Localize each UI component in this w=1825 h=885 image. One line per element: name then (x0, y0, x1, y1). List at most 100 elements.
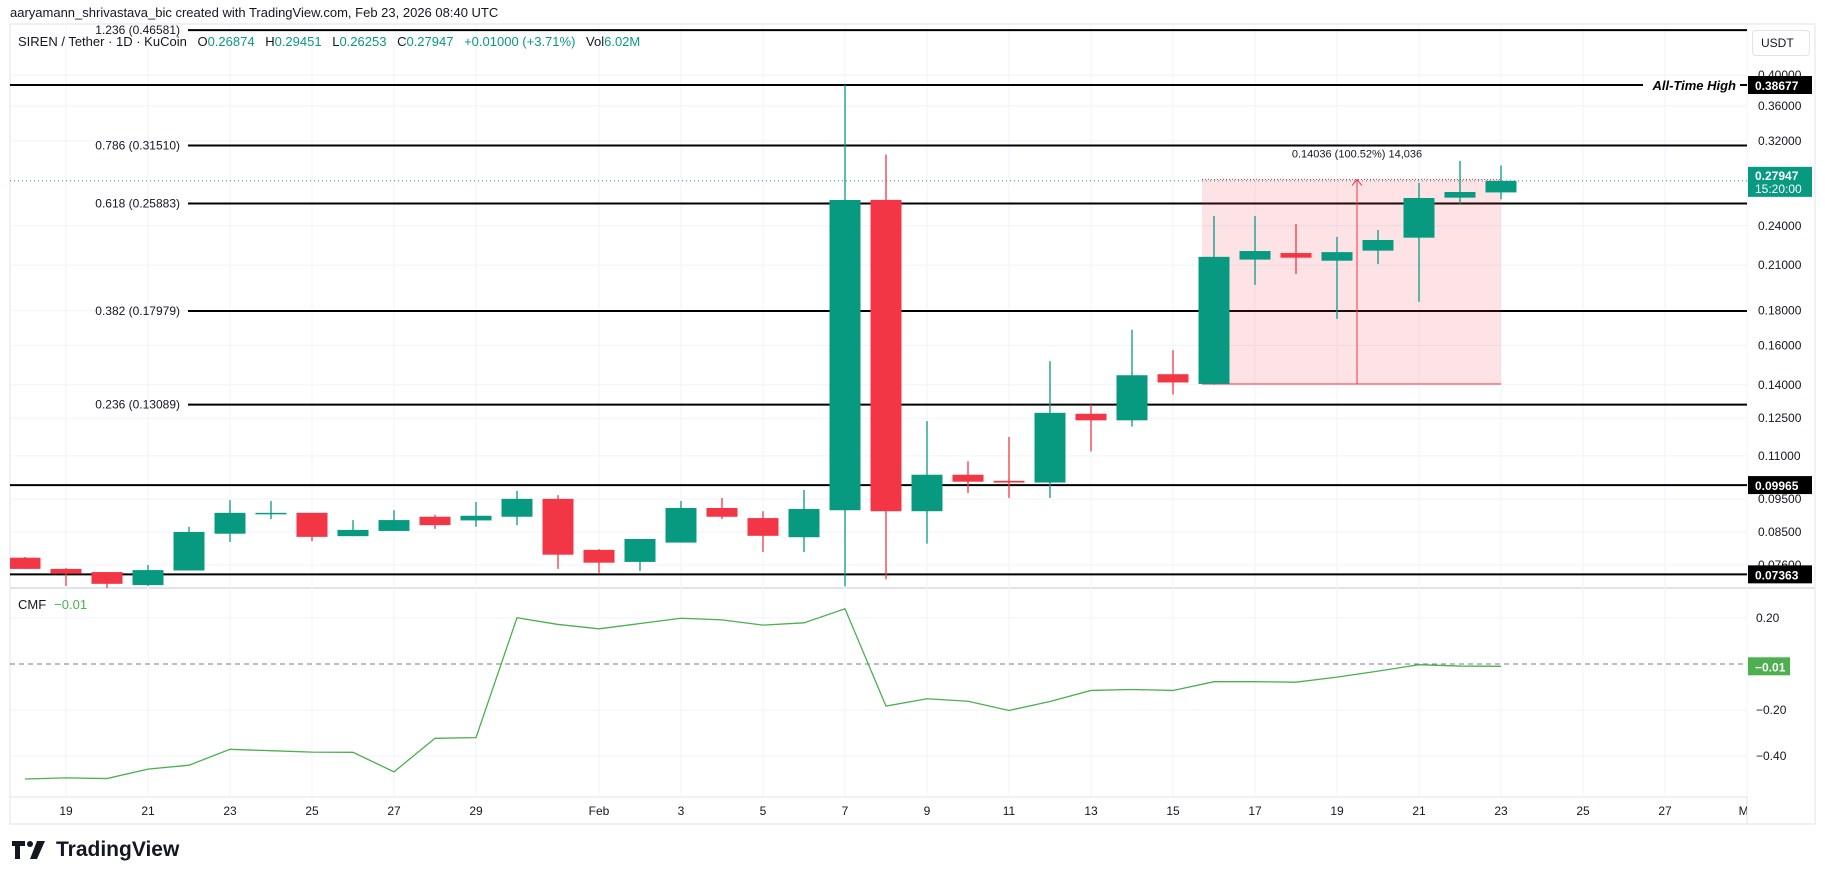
time-tick-label: 11 (1003, 804, 1016, 818)
cmf-value: −0.01 (54, 597, 88, 612)
candle (1198, 215, 1230, 385)
high-value: 0.29451 (274, 34, 322, 49)
candle (1485, 165, 1517, 200)
low-value: 0.26253 (339, 34, 387, 49)
candle (296, 512, 328, 542)
price-tick-label: 0.21000 (1758, 258, 1802, 272)
axes[interactable]: 19 21 23 25 27 29 Feb 3 5 7 9 11 13 15 17 19 21 23 25 27 Ma 0… (59, 68, 1812, 818)
countdown-value: 15:20:00 (1755, 182, 1802, 196)
time-tick-label: 21 (141, 804, 155, 818)
tradingview-logo[interactable]: TradingView (12, 838, 179, 862)
candle (665, 501, 697, 543)
candle-body (624, 539, 656, 562)
all-time-high-label: All-Time High (1651, 78, 1736, 93)
last-price-badge (1748, 166, 1812, 197)
volume-label: Vol (586, 34, 605, 49)
candle (460, 501, 492, 527)
candle-body (706, 507, 738, 517)
candle-body (788, 508, 820, 538)
candle-body (1198, 256, 1230, 384)
time-tick-label: 27 (387, 804, 401, 818)
candle-body (91, 572, 123, 584)
candle (91, 572, 123, 588)
candle-body (337, 529, 369, 537)
candle-body (583, 549, 615, 563)
tradingview-logo-icon (12, 841, 45, 859)
price-badge (1748, 476, 1812, 495)
open-value: 0.26874 (207, 34, 255, 49)
time-tick-label: 19 (1330, 804, 1344, 818)
time-tick-label: 7 (842, 804, 849, 818)
candle-body (829, 200, 861, 511)
candle (1362, 229, 1394, 265)
candle-body (542, 498, 574, 555)
time-tick-label: 9 (924, 804, 931, 818)
price-tick-label: 0.11000 (1758, 449, 1801, 463)
time-tick-label: 17 (1248, 804, 1262, 818)
time-tick-label: 19 (59, 804, 73, 818)
time-tick-label: 3 (678, 804, 685, 818)
price-pane[interactable]: 1.236 (0.46581) 0.786 (0.31510) 0.618 (0.2… (10, 23, 1748, 588)
candle (583, 549, 615, 573)
time-tick-label: 25 (305, 804, 319, 818)
time-tick-label: 21 (1412, 804, 1426, 818)
candle (378, 510, 410, 531)
time-tick-label: 29 (469, 804, 483, 818)
fib-level-label: 0.618 (0.25883) (95, 196, 180, 210)
cmf-title[interactable]: CMF (18, 597, 47, 612)
candle (542, 495, 574, 569)
candle-body (1116, 375, 1148, 421)
grid (9, 23, 1816, 825)
price-tick-label: 0.09500 (1758, 492, 1802, 506)
candle-body (1403, 197, 1435, 238)
close-value: 0.27947 (406, 34, 454, 49)
candle (1444, 160, 1476, 204)
candle-body (1239, 251, 1271, 260)
candle-body (378, 520, 410, 531)
candle (952, 461, 984, 494)
price-tick-label: 0.12500 (1758, 411, 1802, 425)
candle-body (50, 568, 82, 574)
candle-body (1321, 252, 1353, 261)
close-label: C (397, 34, 407, 49)
cmf-pane[interactable] (10, 607, 1747, 780)
open-label: O (197, 34, 208, 49)
candle-body (993, 480, 1025, 483)
volume-value: 6.02M (604, 34, 641, 49)
candle (1116, 329, 1148, 427)
candle (419, 514, 451, 529)
currency-unit-button[interactable]: USDT (1752, 30, 1810, 56)
price-badge (1748, 76, 1812, 94)
chart-frame (9, 23, 1816, 825)
symbol-title[interactable]: SIREN / Tether · 1D · KuCoin (18, 34, 187, 49)
time-tick-label: 27 (1658, 804, 1672, 818)
candle-body (911, 474, 943, 512)
candle (993, 436, 1025, 498)
fib-level-label: 0.236 (0.13089) (95, 398, 180, 412)
candle-body (296, 512, 328, 537)
candle-body (501, 498, 533, 517)
price-tick-label: 0.08500 (1758, 525, 1802, 539)
time-tick-label: 5 (760, 804, 767, 818)
candle-body (173, 531, 205, 571)
price-badge (1748, 565, 1812, 584)
fib-level-label: 0.786 (0.31510) (95, 138, 180, 152)
time-tick-label: 23 (1494, 804, 1508, 818)
price-tick-label: 0.24000 (1758, 219, 1802, 233)
candle-body (1034, 412, 1066, 483)
candle-body (665, 507, 697, 543)
price-tick-label: 0.14000 (1758, 378, 1802, 392)
candle (706, 497, 738, 520)
candle-body (747, 518, 779, 536)
time-tick-label: 15 (1166, 804, 1180, 818)
symbol-legend: SIREN / Tether · 1D · KuCoin O0.26874 H0… (18, 34, 640, 49)
fib-level-label: 1.236 (0.46581) (95, 23, 180, 37)
candle-body (1485, 180, 1517, 193)
candle (1157, 350, 1189, 395)
candle-body (1075, 413, 1107, 421)
candle (747, 511, 779, 553)
price-badge-label: 0.38677 (1755, 79, 1799, 93)
price-tick-label: 0.32000 (1758, 134, 1802, 148)
candle (829, 85, 861, 587)
